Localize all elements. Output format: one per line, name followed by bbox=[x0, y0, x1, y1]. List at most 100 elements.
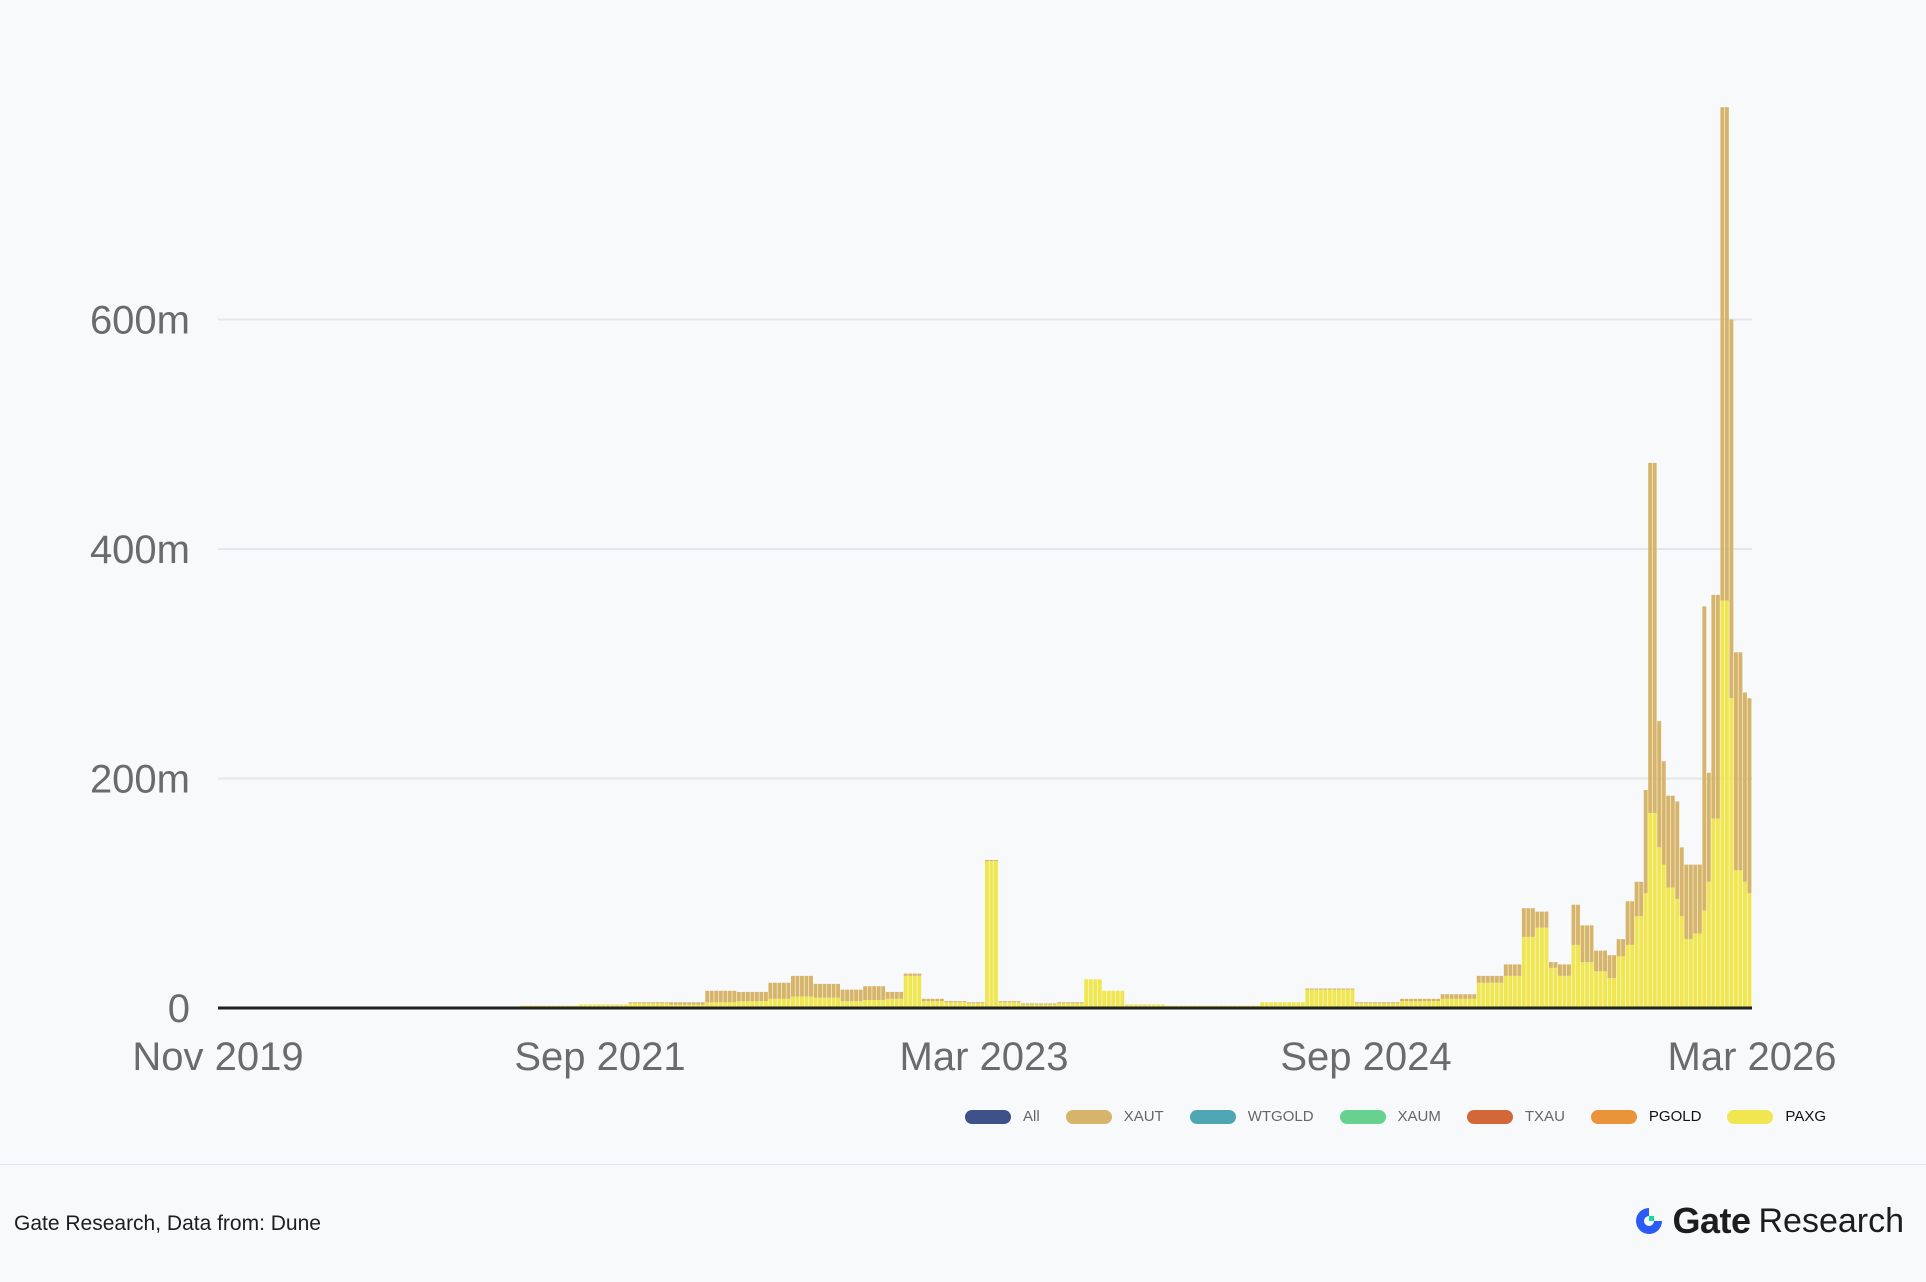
bar-xaut bbox=[998, 1001, 1003, 1003]
bar-xaut bbox=[1039, 1003, 1044, 1005]
bar-paxg bbox=[700, 1004, 705, 1008]
bar-xaut bbox=[894, 991, 899, 999]
bar-paxg bbox=[1512, 975, 1517, 1008]
bar-paxg bbox=[872, 999, 877, 1008]
bar-paxg bbox=[1706, 881, 1711, 1008]
gridlines bbox=[218, 318, 1752, 780]
bar-xaut bbox=[637, 1002, 642, 1004]
bar-xaut bbox=[1485, 975, 1490, 983]
bar-xaut bbox=[1607, 955, 1612, 979]
bar-xaut bbox=[1612, 955, 1617, 979]
bar-paxg bbox=[1445, 998, 1450, 1008]
bar-xaut bbox=[863, 986, 868, 1000]
bar-xaut bbox=[989, 859, 994, 862]
bar-paxg bbox=[754, 1001, 759, 1008]
bar-xaut bbox=[1341, 988, 1346, 990]
bar-xaut bbox=[1345, 988, 1350, 990]
bar-xaut bbox=[687, 1002, 692, 1005]
bar-xaut bbox=[1012, 1001, 1016, 1003]
bar-xaut bbox=[790, 975, 795, 997]
bar-paxg bbox=[1287, 1002, 1292, 1008]
bar-xaut bbox=[1472, 994, 1477, 999]
bar-paxg bbox=[1675, 898, 1680, 1008]
bar-paxg bbox=[587, 1004, 592, 1008]
bar-paxg bbox=[777, 998, 782, 1008]
bar-paxg bbox=[1449, 998, 1454, 1008]
bar-paxg bbox=[1503, 975, 1508, 1008]
bar-paxg bbox=[962, 1002, 967, 1008]
bar-xaut bbox=[854, 989, 859, 1002]
bar-paxg bbox=[1070, 1003, 1075, 1008]
bar-xaut bbox=[858, 989, 863, 1002]
bar-xaut bbox=[1657, 721, 1662, 848]
bar-xaut bbox=[772, 982, 777, 999]
bar-paxg bbox=[1102, 990, 1107, 1008]
footer-divider bbox=[0, 1164, 1926, 1165]
bar-paxg bbox=[1404, 1001, 1409, 1008]
bar-xaut bbox=[917, 973, 922, 976]
bar-xaut bbox=[700, 1002, 705, 1005]
bar-xaut bbox=[809, 975, 813, 997]
bar-paxg bbox=[1354, 1003, 1359, 1008]
bar-paxg bbox=[646, 1003, 651, 1008]
bar-xaut bbox=[669, 1002, 674, 1005]
y-tick-label: 600m bbox=[90, 299, 190, 343]
bar-xaut bbox=[750, 991, 755, 1002]
bar-xaut bbox=[1616, 939, 1621, 957]
bar-xaut bbox=[926, 998, 931, 1002]
legend-item-pgold[interactable]: PGOLD bbox=[1590, 1108, 1701, 1125]
bar-xaut bbox=[1395, 1002, 1400, 1004]
bar-paxg bbox=[957, 1002, 962, 1008]
bar-xaut bbox=[849, 989, 854, 1002]
bar-paxg bbox=[1702, 910, 1707, 1008]
bar-xaut bbox=[1738, 652, 1743, 871]
bar-paxg bbox=[1747, 893, 1752, 1008]
bar-xaut bbox=[1594, 950, 1598, 972]
bar-paxg bbox=[1494, 982, 1499, 1008]
bar-paxg bbox=[1657, 847, 1662, 1008]
bar-xaut bbox=[1539, 911, 1544, 928]
brand-name: Gate bbox=[1672, 1200, 1751, 1241]
bar-paxg bbox=[1576, 944, 1580, 1008]
bar-xaut bbox=[885, 991, 890, 999]
bar-xaut bbox=[921, 998, 926, 1002]
bar-paxg bbox=[948, 1002, 953, 1008]
bars bbox=[218, 107, 1752, 1009]
bar-paxg bbox=[1720, 600, 1725, 1008]
legend-item-xaum[interactable]: XAUM bbox=[1339, 1108, 1441, 1125]
bar-paxg bbox=[1521, 936, 1526, 1008]
bar-paxg bbox=[1003, 1002, 1007, 1008]
bar-paxg bbox=[790, 996, 795, 1008]
bar-xaut bbox=[1603, 950, 1608, 972]
legend-item-paxg[interactable]: PAXG bbox=[1727, 1108, 1826, 1125]
bar-paxg bbox=[691, 1004, 696, 1008]
bar-xaut bbox=[745, 991, 750, 1002]
bar-xaut bbox=[1445, 994, 1450, 999]
legend-item-xaut[interactable]: XAUT bbox=[1065, 1108, 1164, 1125]
gate-logo-icon bbox=[1636, 1208, 1663, 1234]
bar-paxg bbox=[1612, 978, 1617, 1008]
legend-item-wtgold[interactable]: WTGOLD bbox=[1189, 1108, 1314, 1125]
bar-paxg bbox=[596, 1004, 601, 1008]
bar-paxg bbox=[1336, 989, 1341, 1008]
y-tick-label: 200m bbox=[90, 758, 190, 802]
bar-paxg bbox=[966, 1003, 971, 1008]
bar-xaut bbox=[723, 990, 728, 1003]
bar-xaut bbox=[1661, 761, 1666, 865]
bar-xaut bbox=[1530, 908, 1535, 937]
bar-xaut bbox=[741, 991, 746, 1002]
bar-paxg bbox=[939, 1001, 944, 1008]
bar-paxg bbox=[1693, 933, 1698, 1008]
bar-xaut bbox=[1481, 975, 1486, 983]
y-tick-label: 0 bbox=[168, 987, 190, 1031]
bar-xaut bbox=[822, 983, 827, 998]
legend-label: XAUT bbox=[1123, 1108, 1164, 1125]
bar-paxg bbox=[1724, 600, 1729, 1008]
bar-xaut bbox=[1702, 606, 1707, 911]
legend-item-txau[interactable]: TXAU bbox=[1466, 1108, 1565, 1125]
bar-paxg bbox=[1291, 1002, 1296, 1008]
legend-item-all[interactable]: All bbox=[965, 1108, 1040, 1125]
bar-xaut bbox=[705, 990, 710, 1003]
bar-paxg bbox=[624, 1004, 628, 1008]
bar-xaut bbox=[1576, 904, 1580, 945]
